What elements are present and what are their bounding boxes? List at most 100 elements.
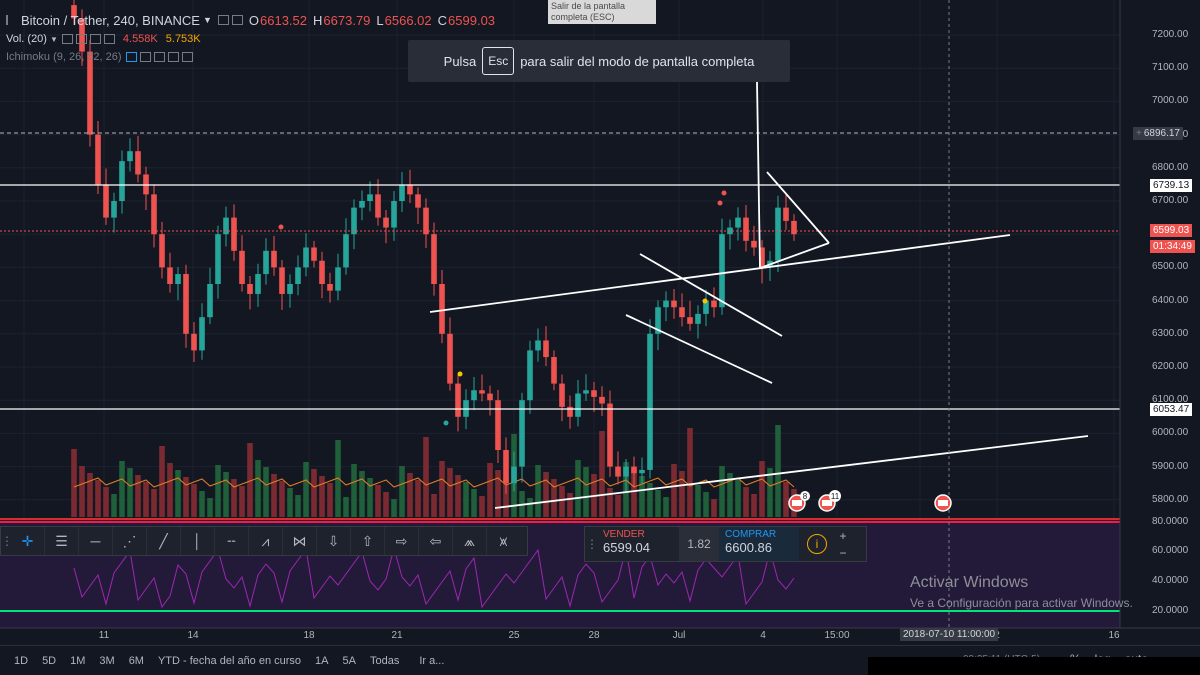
- rsi-tick-label: 40.0000: [1152, 575, 1189, 586]
- volume-indicator-legend: Vol. (20) ▼ 4.558K 5.753K: [6, 33, 201, 45]
- crosshair-icon[interactable]: ✛: [11, 527, 45, 555]
- volume-bar: [271, 474, 277, 517]
- ichimoku-indicator-label[interactable]: Ichimoku (9, 26, 52, 26): [6, 51, 122, 63]
- eye-icon[interactable]: [125, 52, 137, 62]
- source-icon[interactable]: [153, 52, 165, 62]
- chevron-down-icon[interactable]: ▼: [202, 15, 212, 25]
- hide-icon[interactable]: [231, 15, 243, 25]
- candle-body: [647, 333, 653, 470]
- range-5y[interactable]: 5A: [342, 654, 356, 667]
- candle-body: [335, 267, 341, 291]
- candle-body: [543, 340, 549, 358]
- rsi-line: [73, 546, 795, 609]
- xabcd-icon[interactable]: ⋈: [283, 527, 317, 555]
- plus-button[interactable]: +: [839, 528, 847, 543]
- trading-panel: ⋮ VENDER 6599.04 1.82 COMPRAR 6600.86 i …: [584, 526, 867, 562]
- candle-body: [575, 393, 581, 417]
- volume-bar: [527, 498, 533, 517]
- volume-bar: [559, 486, 565, 517]
- range-6m[interactable]: 6M: [128, 654, 144, 667]
- more-icon[interactable]: [167, 52, 179, 62]
- drag-handle-icon[interactable]: ⋮: [586, 537, 598, 551]
- candle-body: [423, 207, 429, 235]
- head-shoulders-icon[interactable]: ⩕: [453, 527, 487, 555]
- volume-bar: [183, 477, 189, 517]
- range-5d[interactable]: 5D: [42, 654, 57, 667]
- range-all[interactable]: Todas: [369, 654, 400, 667]
- fractal-dot: [278, 224, 284, 230]
- sell-label: VENDER: [603, 529, 645, 540]
- candle-body: [351, 207, 357, 235]
- drag-handle-icon[interactable]: ⋮: [1, 534, 13, 548]
- settings-icon[interactable]: [139, 52, 151, 62]
- arrow-left-icon[interactable]: ⇦: [419, 527, 453, 555]
- volume-indicator-label[interactable]: Vol. (20): [6, 33, 47, 45]
- range-ytd[interactable]: YTD - fecha del año en curso: [157, 654, 302, 667]
- fib-icon[interactable]: ☰: [45, 527, 79, 555]
- horizontal-line-icon[interactable]: ╌: [215, 527, 249, 555]
- volume-bar: [311, 469, 317, 517]
- candlesticks: [71, 0, 797, 494]
- price-tick-label: 6700.00: [1152, 195, 1189, 206]
- sell-button[interactable]: VENDER 6599.04: [599, 527, 679, 561]
- fractal-dot: [721, 190, 727, 196]
- close-icon[interactable]: [103, 34, 115, 44]
- line-icon[interactable]: ─: [79, 527, 113, 555]
- volume-bar: [407, 473, 413, 517]
- trendline-icon[interactable]: ╱: [147, 527, 181, 555]
- close-icon[interactable]: [181, 52, 193, 62]
- minus-button[interactable]: −: [839, 545, 847, 560]
- event-badge[interactable]: 11: [818, 490, 841, 512]
- buy-button[interactable]: COMPRAR 6600.86: [719, 527, 799, 561]
- elliott-icon[interactable]: ⋰: [113, 527, 147, 555]
- range-1d[interactable]: 1D: [14, 654, 29, 667]
- volume-bar: [247, 443, 253, 517]
- goto-date[interactable]: Ir a...: [419, 654, 445, 667]
- info-button[interactable]: i: [799, 527, 835, 561]
- eye-icon[interactable]: [61, 34, 73, 44]
- banner-text-before: Pulsa: [443, 53, 477, 69]
- event-badge[interactable]: [934, 494, 952, 512]
- vertical-line-icon[interactable]: │: [181, 527, 215, 555]
- abcd-icon[interactable]: ⩘: [249, 527, 283, 555]
- volume-bar: [399, 466, 405, 517]
- open-value: O6613.52: [248, 12, 308, 28]
- price-tick-label: 6800.00: [1152, 161, 1189, 173]
- arrow-down-icon[interactable]: ⇩: [317, 527, 351, 555]
- chart-canvas[interactable]: 8 11: [0, 0, 1200, 645]
- range-1y[interactable]: 1A: [315, 654, 329, 667]
- collapse-icon[interactable]: [6, 15, 14, 25]
- watermark-title: Activar Windows: [910, 574, 1029, 591]
- event-badge[interactable]: 8: [788, 491, 810, 512]
- volume-bar: [191, 484, 197, 517]
- volume-bar: [223, 472, 229, 517]
- close-value: C6599.03: [437, 12, 496, 28]
- range-3m[interactable]: 3M: [99, 654, 115, 667]
- candle-body: [407, 184, 413, 195]
- settings-icon[interactable]: [75, 34, 87, 44]
- volume-bar: [327, 483, 333, 517]
- candle-countdown: 01:34:49: [1150, 240, 1195, 253]
- candle-body: [519, 400, 525, 467]
- range-1m[interactable]: 1M: [70, 654, 86, 667]
- volume-bar: [615, 495, 621, 517]
- volume-bar: [423, 437, 429, 517]
- source-icon[interactable]: [89, 34, 101, 44]
- candle-body: [375, 194, 381, 218]
- chevron-down-icon[interactable]: ▼: [49, 34, 58, 44]
- arrow-right-icon[interactable]: ⇨: [385, 527, 419, 555]
- symbol-name[interactable]: Bitcoin / Tether, 240, BINANCE: [21, 12, 200, 28]
- volume-bar: [775, 425, 781, 517]
- candle-body: [383, 217, 389, 228]
- volume-bar: [575, 460, 581, 517]
- windows-activation-watermark: Activar Windows Ve a Configuración para …: [910, 574, 1133, 610]
- price-tick-label: 6500.00: [1152, 261, 1189, 273]
- settings-icon[interactable]: [217, 15, 229, 25]
- volume-bar: [767, 468, 773, 517]
- arrow-up-icon[interactable]: ⇧: [351, 527, 385, 555]
- candle-body: [607, 403, 613, 467]
- pattern-icon[interactable]: ⩙: [499, 532, 508, 549]
- volume-bar: [207, 498, 213, 517]
- candle-body: [279, 267, 285, 294]
- volume-bar: [783, 482, 789, 517]
